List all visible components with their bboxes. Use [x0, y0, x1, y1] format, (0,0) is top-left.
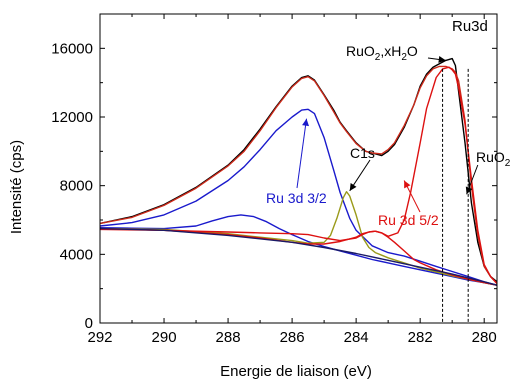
x-tick-label: 288 [216, 329, 241, 346]
x-tick-label: 282 [408, 329, 433, 346]
series-line-5 [99, 66, 498, 284]
x-axis-title: Energie de liaison (eV) [220, 363, 372, 380]
annotation-arrows [296, 55, 479, 213]
series-line-1 [99, 65, 498, 284]
c1s-arrow-head [349, 183, 357, 191]
x-tick-label: 290 [152, 329, 177, 346]
ru32-arrow-head [302, 118, 310, 127]
y-tick-label: 12000 [51, 109, 93, 126]
ruo2-hydrate-label: RuO2,xH2O [346, 43, 418, 63]
x-tick-label: 280 [472, 329, 497, 346]
vertical-lines [442, 68, 469, 323]
ruo2-hydrate-arrow-head [438, 55, 446, 63]
ru52-label: Ru 3d 5/2 [378, 212, 439, 228]
x-tick-label: 286 [280, 329, 305, 346]
ru32-label: Ru 3d 3/2 [266, 190, 327, 206]
ticks: 292 290 288 286 284 282 280 0 4000 8000 12000 16000 [51, 14, 497, 346]
y-tick-label: 8000 [60, 178, 93, 195]
ruo2-arrow-head [465, 186, 473, 195]
y-tick-label: 4000 [60, 246, 93, 263]
series-line-7 [99, 227, 498, 286]
ru52-arrow-head [404, 180, 411, 189]
ru32-arrow-shaft [296, 118, 307, 189]
series-layer [99, 57, 498, 286]
y-tick-label: 0 [85, 315, 93, 332]
panel-label: Ru3d [452, 18, 488, 35]
series-line-0 [99, 57, 498, 283]
y-tick-label: 16000 [51, 40, 93, 57]
c1s-label: C1s [350, 145, 375, 161]
x-tick-label: 292 [87, 329, 112, 346]
plot-frame [99, 13, 498, 324]
x-tick-label: 284 [344, 329, 369, 346]
ruo2-label: RuO2 [476, 149, 511, 169]
series-line-2 [99, 108, 498, 286]
y-axis-title: Intensité (cps) [8, 140, 25, 234]
